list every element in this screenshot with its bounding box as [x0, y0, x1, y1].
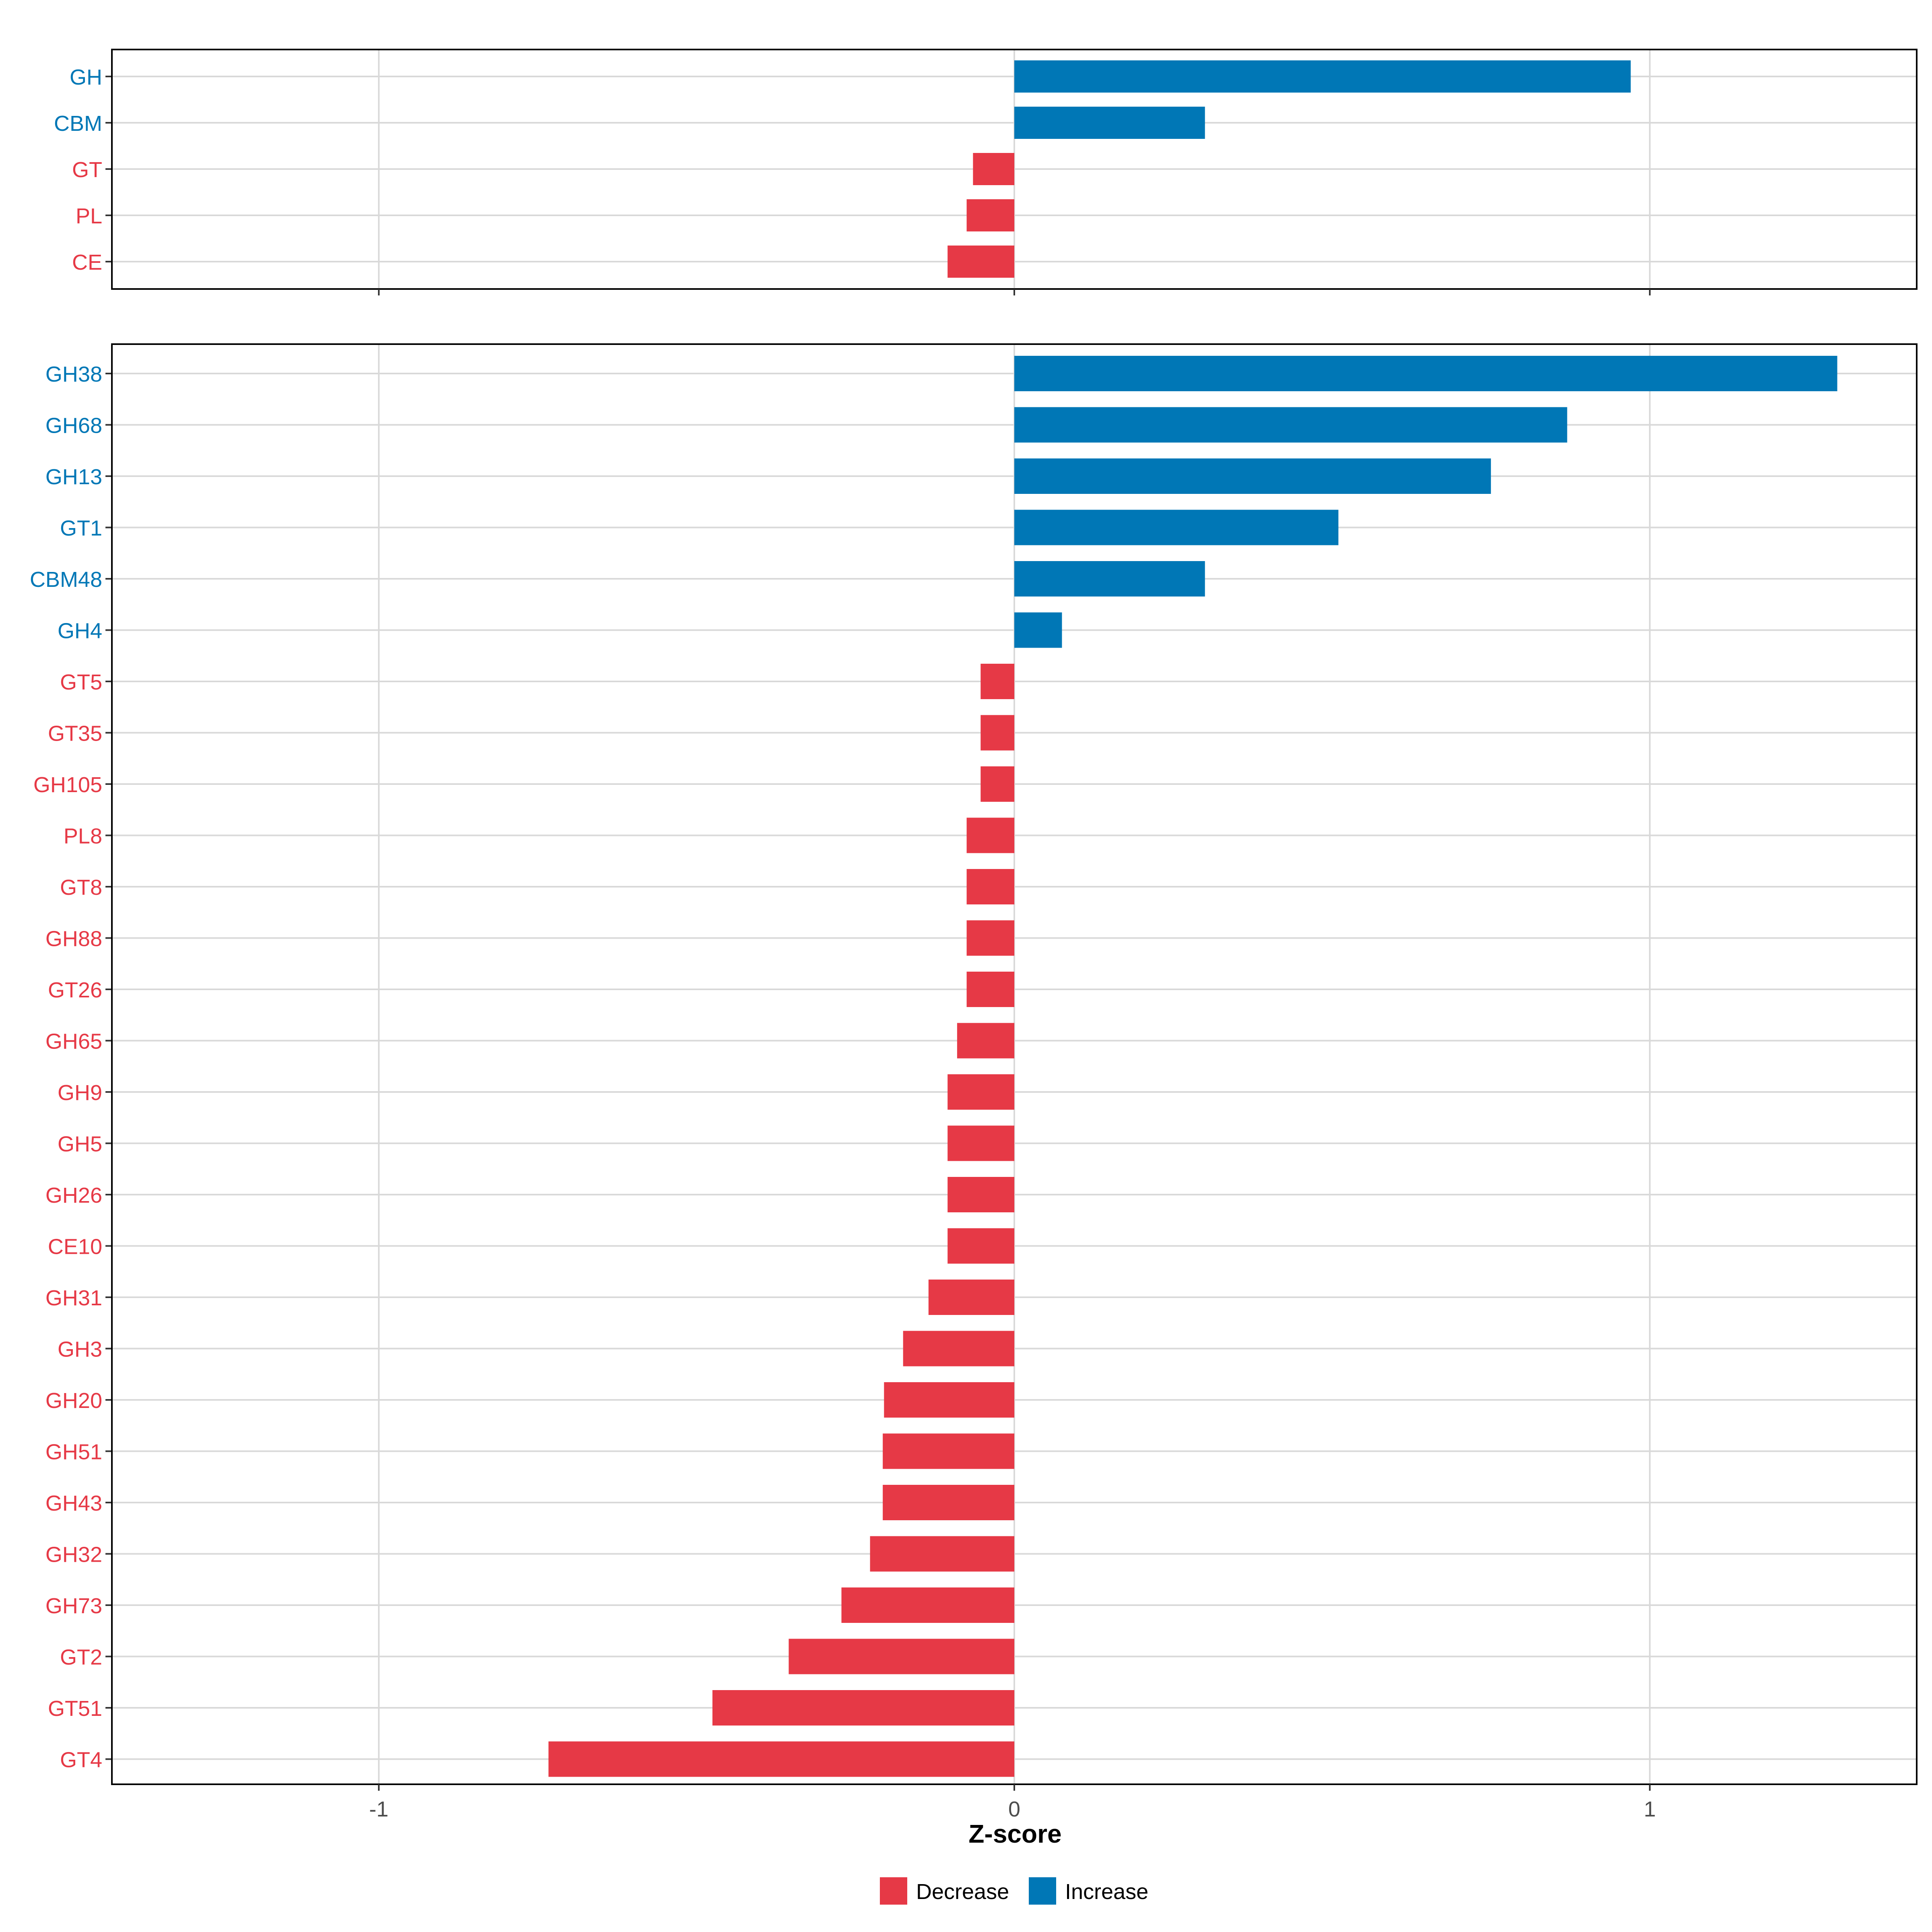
bar-gt1	[1014, 510, 1339, 545]
y-tick-label: CBM	[54, 111, 102, 136]
y-tick-label: GH43	[45, 1491, 102, 1515]
y-tick-label: PL8	[64, 824, 102, 848]
y-tick-label: GT1	[60, 516, 102, 541]
y-tick-label: CE10	[48, 1235, 102, 1259]
y-tick-label: PL	[76, 204, 102, 228]
y-tick-label: GT4	[60, 1748, 102, 1772]
top-panel: GH CBM GT PL CE	[54, 49, 1918, 295]
bar-gh43	[883, 1485, 1014, 1520]
legend: Decrease Increase	[880, 1877, 1148, 1905]
y-tick-label: GH105	[33, 773, 102, 797]
legend-label-decrease: Decrease	[916, 1880, 1009, 1904]
y-tick-label: GH	[70, 65, 102, 89]
bar-gh20	[884, 1382, 1014, 1418]
bar-gt8	[966, 869, 1014, 904]
y-tick-label: GH20	[45, 1389, 102, 1413]
x-tick-label: 0	[1008, 1797, 1020, 1821]
y-tick-label: GH32	[45, 1543, 102, 1567]
y-tick-label: GH68	[45, 414, 102, 438]
y-tick-label: GH51	[45, 1440, 102, 1464]
bar-gt26	[966, 972, 1014, 1007]
bottom-panel: GH38 GH68 GH13 GT1 CBM48 GH4 GT5 GT35 GH105 PL8 GT…	[30, 343, 1918, 1821]
bar-gh38	[1014, 356, 1837, 391]
y-tick-label: CE	[72, 250, 102, 275]
y-tick-label: GH5	[58, 1132, 102, 1156]
y-tick-label: GT26	[48, 978, 102, 1002]
bar-gt5	[980, 664, 1014, 699]
y-tick-label: GT35	[48, 722, 102, 746]
bar-gt51	[712, 1690, 1014, 1726]
legend-swatch-decrease	[880, 1877, 907, 1905]
bar-cbm48	[1014, 561, 1205, 597]
y-tick-label: GH9	[58, 1081, 102, 1105]
bar-gh68	[1014, 407, 1567, 443]
y-tick-label: GH88	[45, 927, 102, 951]
bar-gh4	[1014, 612, 1062, 648]
x-tick-label: 1	[1644, 1797, 1656, 1821]
bar-pl8	[966, 817, 1014, 853]
bar-pl	[966, 199, 1014, 231]
bar-gt	[973, 153, 1014, 185]
x-axis-title: Z-score	[968, 1819, 1061, 1848]
y-tick-label: GH3	[58, 1338, 102, 1362]
bar-gh51	[883, 1433, 1014, 1469]
legend-label-increase: Increase	[1065, 1880, 1148, 1904]
y-tick-label: GH4	[58, 619, 102, 643]
bar-gt2	[788, 1639, 1014, 1674]
legend-swatch-increase	[1029, 1877, 1056, 1905]
bar-gh9	[947, 1074, 1014, 1110]
y-tick-label: CBM48	[30, 568, 102, 592]
y-tick-label: GH73	[45, 1594, 102, 1618]
bar-gh13	[1014, 458, 1491, 494]
bar-gt4	[548, 1741, 1014, 1777]
bar-gh65	[957, 1023, 1014, 1059]
bar-gh88	[966, 920, 1014, 956]
bar-ce	[947, 246, 1014, 278]
bar-gh31	[928, 1280, 1014, 1315]
y-tick-label: GH38	[45, 362, 102, 386]
bar-cbm	[1014, 107, 1205, 139]
y-tick-label: GT8	[60, 875, 102, 900]
bar-gh3	[903, 1331, 1014, 1366]
bar-gh26	[947, 1177, 1014, 1212]
bar-gh73	[841, 1587, 1014, 1623]
x-tick-label: -1	[369, 1797, 388, 1821]
y-tick-label: GT	[72, 158, 102, 182]
y-tick-label: GH31	[45, 1286, 102, 1310]
bar-gh32	[870, 1536, 1014, 1572]
bar-gh	[1014, 60, 1631, 93]
bar-ce10	[947, 1228, 1014, 1264]
bar-gh105	[980, 766, 1014, 802]
y-tick-label: GH65	[45, 1030, 102, 1054]
bar-gt35	[980, 715, 1014, 751]
bar-gh5	[947, 1125, 1014, 1161]
y-tick-label: GT2	[60, 1645, 102, 1670]
y-tick-label: GT5	[60, 670, 102, 694]
y-tick-label: GH26	[45, 1183, 102, 1208]
y-tick-label: GT51	[48, 1697, 102, 1721]
y-tick-label: GH13	[45, 465, 102, 489]
